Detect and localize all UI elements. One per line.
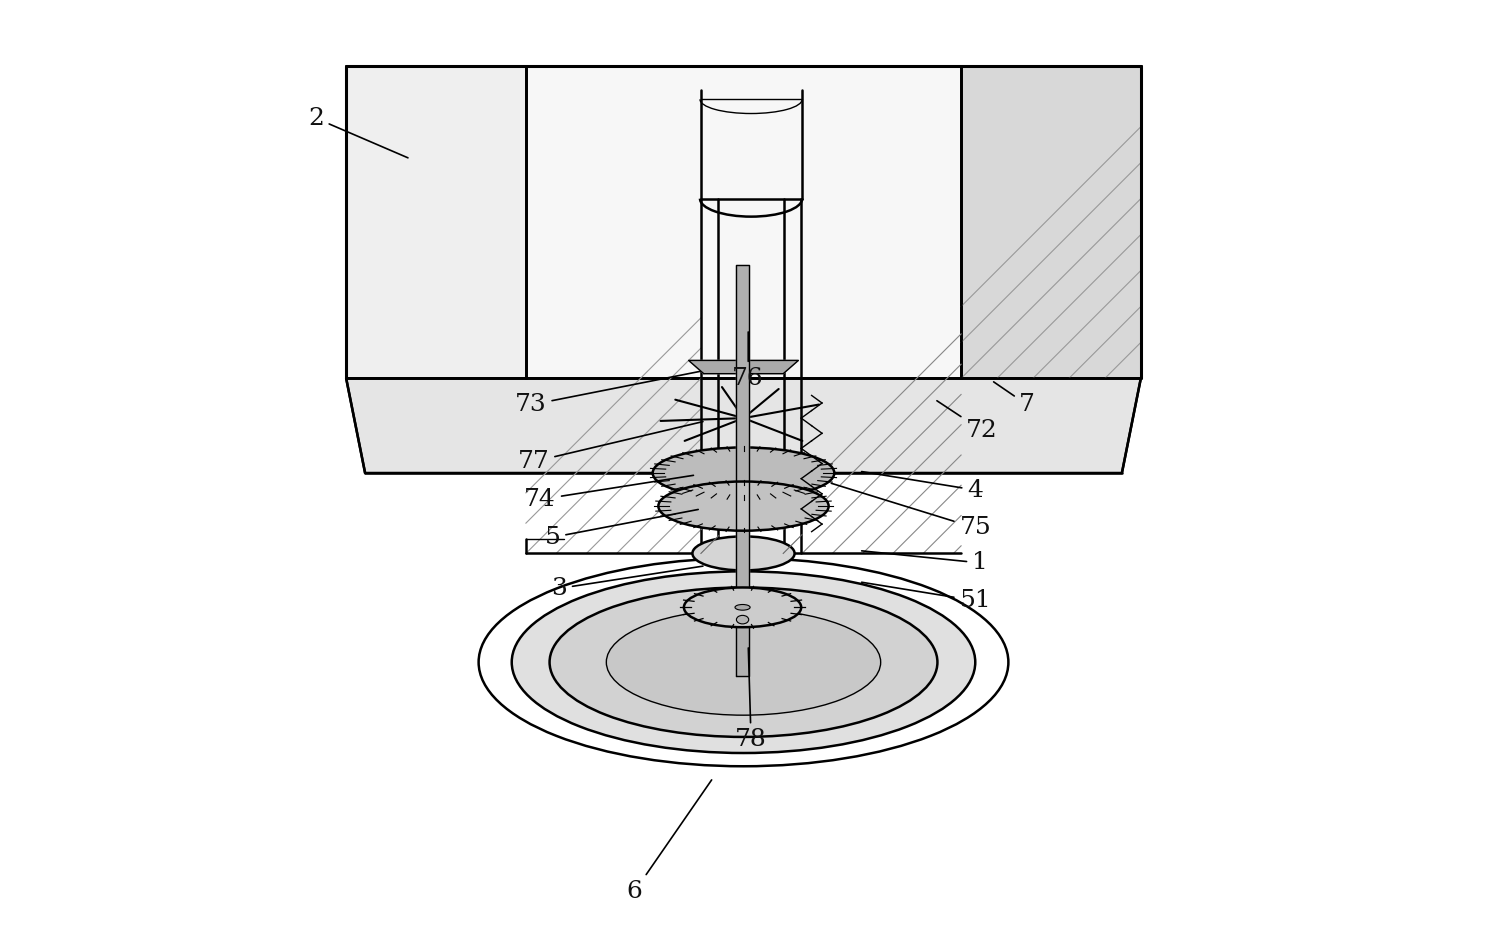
Ellipse shape [735, 604, 749, 610]
Text: 76: 76 [733, 332, 764, 390]
Text: 51: 51 [861, 582, 990, 612]
Text: 3: 3 [552, 566, 703, 600]
Text: 4: 4 [861, 471, 983, 501]
Ellipse shape [607, 609, 880, 715]
Polygon shape [346, 378, 1141, 473]
Ellipse shape [512, 571, 975, 753]
Polygon shape [688, 360, 799, 374]
Text: 6: 6 [628, 780, 712, 902]
Text: 78: 78 [735, 648, 767, 751]
Text: 73: 73 [515, 372, 700, 416]
Ellipse shape [684, 587, 801, 627]
Polygon shape [961, 66, 1141, 378]
Polygon shape [346, 66, 526, 378]
Text: 72: 72 [937, 401, 998, 442]
Ellipse shape [736, 616, 748, 624]
Text: 1: 1 [861, 551, 987, 574]
Polygon shape [526, 66, 961, 378]
Ellipse shape [659, 482, 828, 531]
Text: 2: 2 [308, 107, 407, 158]
Text: 7: 7 [993, 382, 1035, 416]
Polygon shape [736, 265, 749, 676]
Text: 77: 77 [517, 422, 703, 473]
Text: 74: 74 [525, 475, 693, 511]
Ellipse shape [550, 587, 937, 737]
Text: 75: 75 [831, 483, 992, 539]
Text: 5: 5 [544, 510, 699, 549]
Ellipse shape [653, 447, 834, 499]
Ellipse shape [693, 536, 794, 570]
